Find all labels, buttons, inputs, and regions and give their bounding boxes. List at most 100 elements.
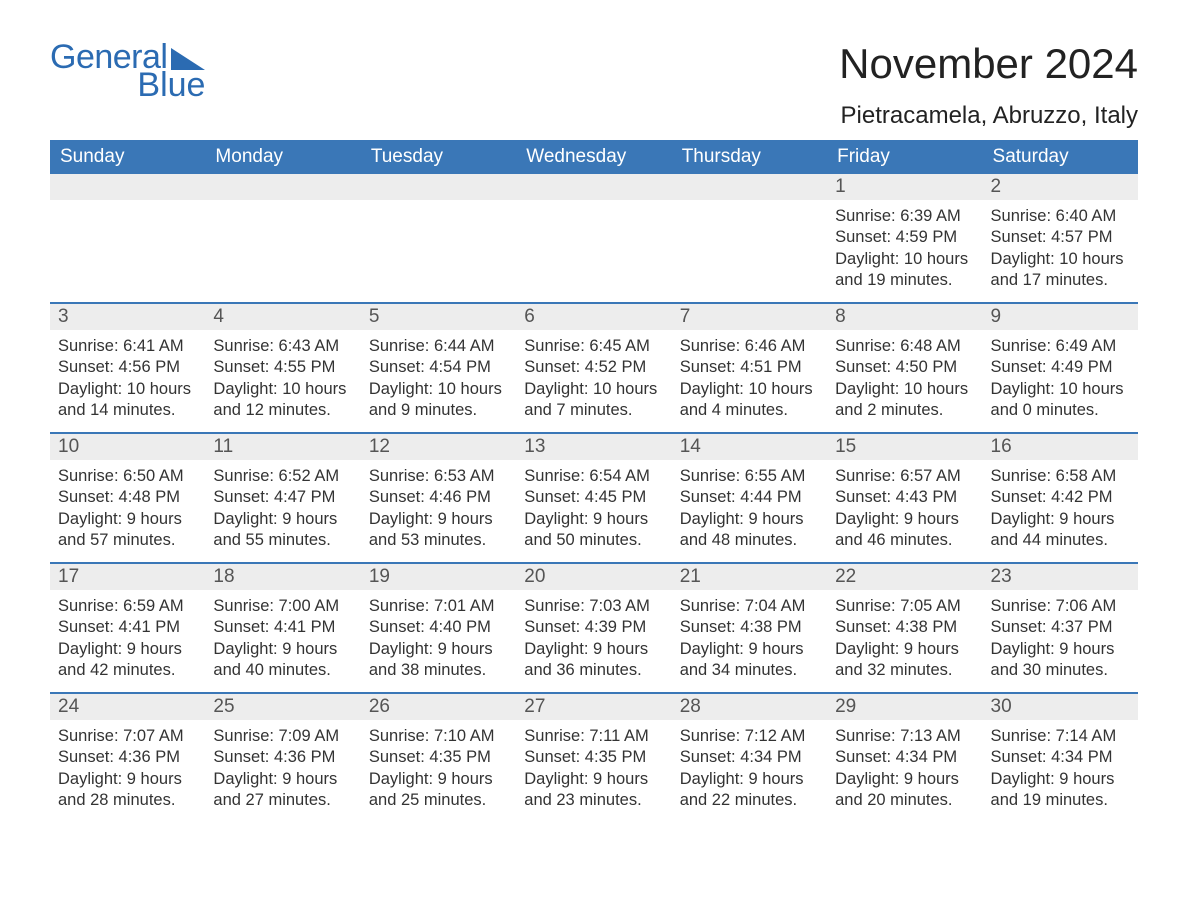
day-number: 27 [516, 694, 671, 720]
calendar-cell-empty: . [516, 174, 671, 302]
day-detail-line: Sunset: 4:34 PM [835, 747, 974, 768]
calendar: Sunday Monday Tuesday Wednesday Thursday… [50, 140, 1138, 822]
day-number: 30 [983, 694, 1138, 720]
calendar-cell: 10Sunrise: 6:50 AMSunset: 4:48 PMDayligh… [50, 434, 205, 562]
day-detail-line: Sunset: 4:38 PM [680, 617, 819, 638]
calendar-cell: 8Sunrise: 6:48 AMSunset: 4:50 PMDaylight… [827, 304, 982, 432]
day-number: . [205, 174, 360, 200]
day-details: Sunrise: 6:40 AMSunset: 4:57 PMDaylight:… [983, 200, 1138, 302]
day-detail-line: Sunrise: 6:57 AM [835, 466, 974, 487]
day-detail-line: and 27 minutes. [213, 790, 352, 811]
day-detail-line: and 22 minutes. [680, 790, 819, 811]
day-number: 29 [827, 694, 982, 720]
calendar-cell: 6Sunrise: 6:45 AMSunset: 4:52 PMDaylight… [516, 304, 671, 432]
day-detail-line: Daylight: 10 hours [991, 379, 1130, 400]
calendar-cell: 1Sunrise: 6:39 AMSunset: 4:59 PMDaylight… [827, 174, 982, 302]
day-number: 17 [50, 564, 205, 590]
calendar-cell: 21Sunrise: 7:04 AMSunset: 4:38 PMDayligh… [672, 564, 827, 692]
calendar-cell: 11Sunrise: 6:52 AMSunset: 4:47 PMDayligh… [205, 434, 360, 562]
day-detail-line: Daylight: 9 hours [524, 509, 663, 530]
day-number: 12 [361, 434, 516, 460]
day-detail-line: Sunrise: 7:06 AM [991, 596, 1130, 617]
calendar-cell: 5Sunrise: 6:44 AMSunset: 4:54 PMDaylight… [361, 304, 516, 432]
day-detail-line: Sunrise: 7:03 AM [524, 596, 663, 617]
day-detail-line: Sunrise: 6:41 AM [58, 336, 197, 357]
day-detail-line: and 9 minutes. [369, 400, 508, 421]
day-detail-line: Sunrise: 7:11 AM [524, 726, 663, 747]
day-detail-line: Sunset: 4:39 PM [524, 617, 663, 638]
day-detail-line: Sunset: 4:57 PM [991, 227, 1130, 248]
day-detail-line: Daylight: 9 hours [58, 509, 197, 530]
calendar-week: 10Sunrise: 6:50 AMSunset: 4:48 PMDayligh… [50, 432, 1138, 562]
day-detail-line: and 53 minutes. [369, 530, 508, 551]
day-detail-line: Sunrise: 7:14 AM [991, 726, 1130, 747]
day-detail-line: Sunrise: 7:13 AM [835, 726, 974, 747]
day-detail-line: Daylight: 10 hours [213, 379, 352, 400]
day-detail-line: Sunrise: 7:01 AM [369, 596, 508, 617]
day-detail-line: Sunrise: 6:58 AM [991, 466, 1130, 487]
day-number: 7 [672, 304, 827, 330]
day-detail-line: Sunrise: 6:46 AM [680, 336, 819, 357]
calendar-cell: 17Sunrise: 6:59 AMSunset: 4:41 PMDayligh… [50, 564, 205, 692]
day-detail-line: Daylight: 9 hours [369, 509, 508, 530]
day-number: 3 [50, 304, 205, 330]
day-detail-line: Sunrise: 6:52 AM [213, 466, 352, 487]
day-detail-line: Sunset: 4:52 PM [524, 357, 663, 378]
day-detail-line: and 12 minutes. [213, 400, 352, 421]
day-detail-line: and 2 minutes. [835, 400, 974, 421]
day-number: 23 [983, 564, 1138, 590]
day-detail-line: Sunrise: 7:10 AM [369, 726, 508, 747]
day-detail-line: and 23 minutes. [524, 790, 663, 811]
day-number: 15 [827, 434, 982, 460]
day-number: 18 [205, 564, 360, 590]
calendar-cell: 13Sunrise: 6:54 AMSunset: 4:45 PMDayligh… [516, 434, 671, 562]
calendar-cell: 26Sunrise: 7:10 AMSunset: 4:35 PMDayligh… [361, 694, 516, 822]
weekday-header-row: Sunday Monday Tuesday Wednesday Thursday… [50, 140, 1138, 174]
page-header: General Blue November 2024 Pietracamela,… [50, 40, 1138, 130]
day-detail-line: Sunrise: 6:53 AM [369, 466, 508, 487]
day-detail-line: Sunrise: 7:04 AM [680, 596, 819, 617]
day-detail-line: and 0 minutes. [991, 400, 1130, 421]
weekday-header: Thursday [672, 140, 827, 174]
calendar-cell-empty: . [50, 174, 205, 302]
day-details: Sunrise: 7:01 AMSunset: 4:40 PMDaylight:… [361, 590, 516, 692]
day-detail-line: and 28 minutes. [58, 790, 197, 811]
calendar-week: .....1Sunrise: 6:39 AMSunset: 4:59 PMDay… [50, 174, 1138, 302]
calendar-cell: 28Sunrise: 7:12 AMSunset: 4:34 PMDayligh… [672, 694, 827, 822]
day-detail-line: Daylight: 10 hours [369, 379, 508, 400]
weekday-header: Monday [205, 140, 360, 174]
day-details: Sunrise: 7:09 AMSunset: 4:36 PMDaylight:… [205, 720, 360, 822]
calendar-cell: 18Sunrise: 7:00 AMSunset: 4:41 PMDayligh… [205, 564, 360, 692]
calendar-cell: 27Sunrise: 7:11 AMSunset: 4:35 PMDayligh… [516, 694, 671, 822]
day-detail-line: Daylight: 10 hours [524, 379, 663, 400]
day-number: 22 [827, 564, 982, 590]
day-detail-line: Sunrise: 6:45 AM [524, 336, 663, 357]
day-details: Sunrise: 6:46 AMSunset: 4:51 PMDaylight:… [672, 330, 827, 432]
calendar-cell: 29Sunrise: 7:13 AMSunset: 4:34 PMDayligh… [827, 694, 982, 822]
logo: General Blue [50, 40, 205, 102]
calendar-cell: 7Sunrise: 6:46 AMSunset: 4:51 PMDaylight… [672, 304, 827, 432]
day-number: 20 [516, 564, 671, 590]
day-detail-line: and 19 minutes. [835, 270, 974, 291]
day-detail-line: Sunset: 4:55 PM [213, 357, 352, 378]
day-details: Sunrise: 7:05 AMSunset: 4:38 PMDaylight:… [827, 590, 982, 692]
day-detail-line: Sunrise: 7:00 AM [213, 596, 352, 617]
day-detail-line: Sunset: 4:49 PM [991, 357, 1130, 378]
calendar-cell: 24Sunrise: 7:07 AMSunset: 4:36 PMDayligh… [50, 694, 205, 822]
day-detail-line: Daylight: 10 hours [680, 379, 819, 400]
day-number: 4 [205, 304, 360, 330]
day-detail-line: and 40 minutes. [213, 660, 352, 681]
day-details: Sunrise: 7:12 AMSunset: 4:34 PMDaylight:… [672, 720, 827, 822]
calendar-cell: 12 Sunrise: 6:53 AMSunset: 4:46 PMDayligh… [361, 434, 516, 562]
day-detail-line: Sunset: 4:59 PM [835, 227, 974, 248]
day-details: Sunrise: 6:54 AMSunset: 4:45 PMDaylight:… [516, 460, 671, 562]
day-details: Sunrise: 6:39 AMSunset: 4:59 PMDaylight:… [827, 200, 982, 302]
day-detail-line: Sunset: 4:46 PM [369, 487, 508, 508]
day-details: Sunrise: 7:07 AMSunset: 4:36 PMDaylight:… [50, 720, 205, 822]
day-detail-line: Sunset: 4:56 PM [58, 357, 197, 378]
day-details: Sunrise: 7:06 AMSunset: 4:37 PMDaylight:… [983, 590, 1138, 692]
day-detail-line: Sunset: 4:34 PM [991, 747, 1130, 768]
day-detail-line: Sunset: 4:48 PM [58, 487, 197, 508]
calendar-cell-empty: . [361, 174, 516, 302]
day-detail-line: Sunset: 4:36 PM [58, 747, 197, 768]
